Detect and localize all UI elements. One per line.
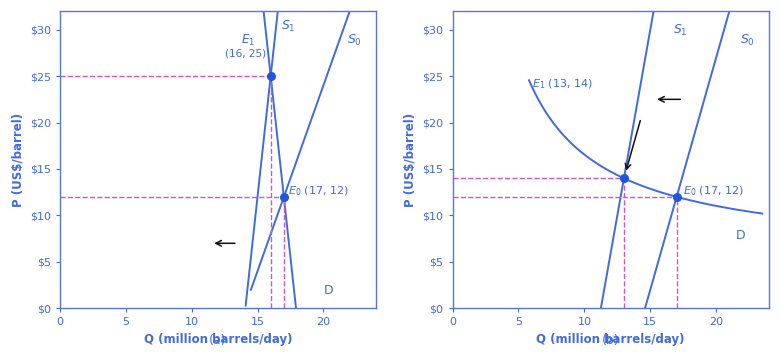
Text: (a): (a) [209, 334, 227, 347]
Text: $E_0$ (17, 12): $E_0$ (17, 12) [288, 184, 349, 198]
Text: D: D [736, 228, 746, 242]
Text: $S_1$: $S_1$ [282, 19, 296, 34]
X-axis label: Q (million barrels/day): Q (million barrels/day) [537, 333, 685, 346]
Text: $E_0$ (17, 12): $E_0$ (17, 12) [683, 184, 744, 198]
Text: $S_0$: $S_0$ [740, 32, 755, 48]
Text: (b): (b) [602, 334, 619, 347]
Text: $S_1$: $S_1$ [672, 23, 687, 39]
Y-axis label: P (US$/barrel): P (US$/barrel) [404, 113, 417, 207]
Text: $E_1$ (13, 14): $E_1$ (13, 14) [532, 77, 593, 91]
Text: $S_0$: $S_0$ [347, 32, 362, 48]
X-axis label: Q (million barrels/day): Q (million barrels/day) [144, 333, 292, 346]
Text: D: D [324, 285, 333, 297]
Text: (16, 25): (16, 25) [225, 49, 266, 59]
Text: $E_1$: $E_1$ [241, 32, 255, 48]
Y-axis label: P (US$/barrel): P (US$/barrel) [11, 113, 24, 207]
